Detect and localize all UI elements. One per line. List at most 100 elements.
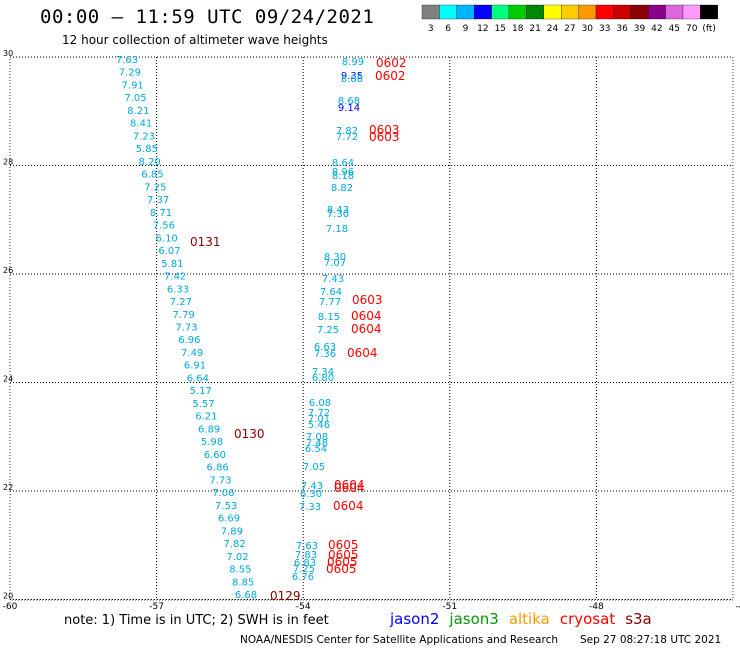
wave-height-label: 6.80 <box>312 373 334 384</box>
credit-line: NOAA/NESDIS Center for Satellite Applica… <box>240 634 558 646</box>
pass-time-label: 0605 <box>327 555 358 569</box>
footer-note: note: 1) Time is in UTC; 2) SWH is in fe… <box>64 613 329 628</box>
pass-time-label: 0605 <box>326 562 357 576</box>
color-scale-label: 18 <box>512 24 524 34</box>
wave-height-label: 7.72 <box>336 132 358 143</box>
satellite-legend: jason2 jason3 altika cryosat s3a <box>390 610 662 628</box>
pass-time-label: 0604 <box>334 478 365 492</box>
wave-height-label: 7.79 <box>173 310 195 321</box>
wave-height-label: 8.96 <box>332 167 354 178</box>
color-scale-label: 70 <box>686 24 698 34</box>
color-scale-label: 21 <box>529 24 540 34</box>
wave-height-label: 8.88 <box>341 74 363 85</box>
wave-height-label: 8.18 <box>332 171 354 182</box>
color-scale-label: 45 <box>669 24 680 34</box>
wave-height-label: 8.68 <box>338 96 360 107</box>
wave-height-label: 5.98 <box>201 437 223 448</box>
wave-height-label: 7.06 <box>212 488 234 499</box>
wave-height-label: 7.30 <box>327 209 349 220</box>
wave-height-label: 7.73 <box>175 323 197 334</box>
color-scale-label: (ft) <box>702 24 716 34</box>
wave-height-label: 7.82 <box>224 539 246 550</box>
pass-time-label: 0602 <box>376 56 407 70</box>
wave-height-label: 7.53 <box>215 501 237 512</box>
pass-time-label: 0602 <box>375 69 406 83</box>
color-scale-label: 9 <box>463 24 469 34</box>
wave-height-label: 9.14 <box>338 103 360 114</box>
wave-height-label: 7.73 <box>209 475 231 486</box>
color-scale-label: 6 <box>445 24 451 34</box>
wave-height-label: 6.91 <box>184 361 206 372</box>
wave-height-label: 7.01 <box>308 414 330 425</box>
wave-height-label: 8.21 <box>127 106 149 117</box>
latitude-tick-label: 30 <box>3 49 13 58</box>
wave-height-label: 6.89 <box>198 424 220 435</box>
wave-height-label: 5.17 <box>190 386 212 397</box>
wave-height-label: 8.20 <box>139 157 161 168</box>
wave-height-label: 7.34 <box>312 367 334 378</box>
wave-height-label: 8.64 <box>332 158 354 169</box>
wave-height-label: 7.05 <box>124 93 146 104</box>
wave-height-label: 7.48 <box>306 438 328 449</box>
pass-time-label: 0604 <box>334 481 365 495</box>
wave-height-label: 7.18 <box>326 224 348 235</box>
pass-time-label: 0603 <box>369 123 400 137</box>
legend-entry: jason3 <box>449 610 499 628</box>
longitude-tick-label: -45 <box>736 602 740 610</box>
latitude-tick-label: 22 <box>3 483 13 492</box>
pass-time-label: 0603 <box>369 130 400 144</box>
color-scale-label: 36 <box>616 24 628 34</box>
wave-height-label: 7.33 <box>299 502 321 513</box>
wave-height-label: 6.76 <box>292 572 314 583</box>
wave-height-label: 7.43 <box>322 274 344 285</box>
wave-height-label: 7.05 <box>303 462 325 473</box>
color-scale-label: 24 <box>547 24 559 34</box>
wave-height-label: 5.57 <box>192 399 214 410</box>
legend-entry: cryosat <box>559 610 616 628</box>
wave-height-label: 8.30 <box>324 252 346 263</box>
pass-time-label: 0604 <box>351 322 382 336</box>
wave-height-label: 7.02 <box>226 552 248 563</box>
wave-height-label: 6.68 <box>235 590 257 601</box>
latitude-tick-label: 24 <box>3 375 13 384</box>
wave-height-label: 6.33 <box>167 284 189 295</box>
wave-height-label: 8.85 <box>232 577 254 588</box>
wave-height-label: 6.69 <box>218 514 240 525</box>
wave-height-label: 7.29 <box>119 68 141 79</box>
wave-height-label: 7.82 <box>336 126 358 137</box>
wave-height-label: 6.54 <box>305 444 327 455</box>
wave-height-label: 8.82 <box>331 183 353 194</box>
wave-height-label: 7.36 <box>314 349 336 360</box>
color-swatch <box>700 4 718 20</box>
wave-height-label: 6.63 <box>314 342 336 353</box>
legend-entry: s3a <box>625 610 652 628</box>
wave-height-label: 8.43 <box>327 205 349 216</box>
wave-height-label: 8.71 <box>150 208 172 219</box>
wave-height-label: 7.77 <box>319 297 341 308</box>
latitude-tick-label: 20 <box>3 592 13 601</box>
wave-height-label: 7.89 <box>221 526 243 537</box>
pass-time-label: 0604 <box>351 309 382 323</box>
wave-height-label: 7.43 <box>301 481 323 492</box>
pass-time-label: 0605 <box>328 548 359 562</box>
wave-height-label: 6.60 <box>204 450 226 461</box>
wave-height-label: 6.10 <box>156 233 178 244</box>
latitude-tick-label: 28 <box>3 158 13 167</box>
wave-height-label: 6.64 <box>187 373 209 384</box>
longitude-tick-label: -51 <box>442 602 457 610</box>
wave-height-label: 5.46 <box>308 420 330 431</box>
pass-time-label: 0605 <box>328 538 359 552</box>
color-scale-label: 3 <box>428 24 434 34</box>
color-scale-label: 12 <box>477 24 488 34</box>
color-scale-label: 42 <box>651 24 662 34</box>
wave-height-label: 6.83 <box>294 558 316 569</box>
pass-time-label: 0603 <box>352 293 383 307</box>
latitude-tick-label: 26 <box>3 266 13 275</box>
longitude-tick-label: -54 <box>296 602 311 610</box>
wave-height-label: 8.15 <box>318 312 340 323</box>
wave-height-label: 8.41 <box>130 119 152 130</box>
wave-height-label: 7.23 <box>133 131 155 142</box>
wave-height-label: 5.81 <box>161 259 183 270</box>
wave-height-label: 7.07 <box>324 258 346 269</box>
pass-time-label: 0129 <box>270 589 301 603</box>
